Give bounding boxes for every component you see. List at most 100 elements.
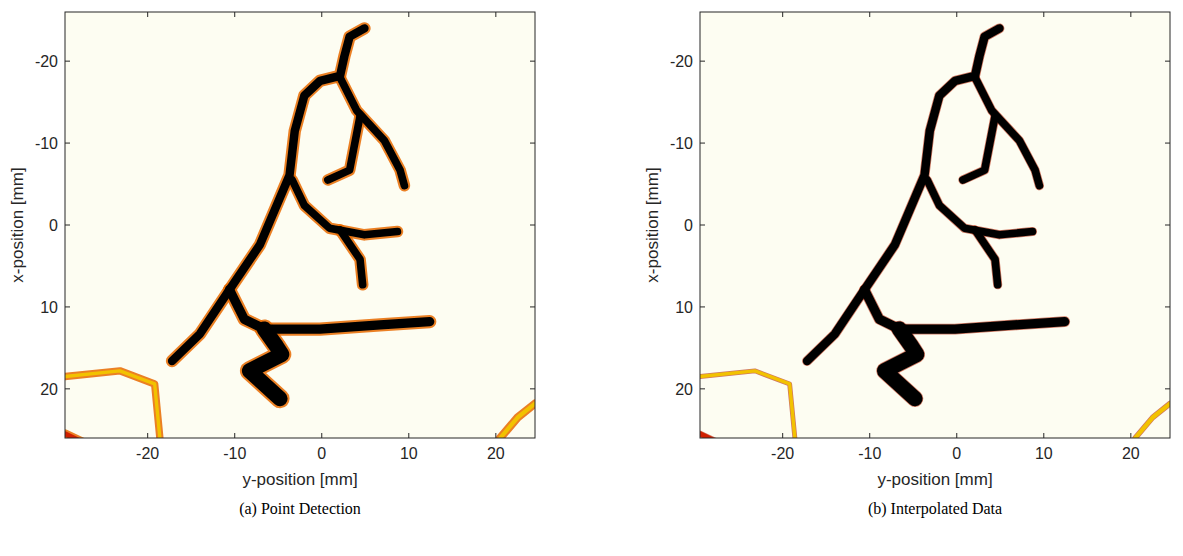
vessel <box>340 230 363 285</box>
x-tick <box>956 12 957 17</box>
y-tick <box>700 306 705 307</box>
x-tick <box>1043 433 1044 438</box>
x-tick <box>495 12 496 17</box>
vessel <box>885 329 917 399</box>
y-tick <box>700 61 705 62</box>
vessel-halo <box>65 434 82 438</box>
vessel <box>927 180 1032 235</box>
vessel-halo <box>700 371 795 438</box>
vessel <box>1135 404 1170 438</box>
y-tick-label: -10 <box>670 135 693 152</box>
x-tick <box>321 433 322 438</box>
panel-caption: (b) Interpolated Data <box>868 500 1002 518</box>
figure: -20 -10 0 10 20 20 10 0 -10 -20 y-position [mm] x-p… <box>0 0 1183 556</box>
vessel-halo <box>328 116 360 180</box>
vessel <box>250 329 282 399</box>
y-tick <box>65 306 70 307</box>
x-tick-label: -10 <box>858 445 881 462</box>
x-tick-label: 20 <box>487 445 505 462</box>
vessel-halo <box>1135 404 1170 438</box>
vessel-halo <box>927 180 1032 235</box>
y-tick <box>65 225 70 226</box>
vessel <box>700 434 717 438</box>
plot-frame <box>65 12 535 438</box>
x-tick <box>408 12 409 17</box>
vessel <box>292 180 397 235</box>
vessel <box>807 28 999 361</box>
y-tick <box>1165 388 1170 389</box>
y-axis-title: x-position [mm] <box>643 167 662 282</box>
y-tick <box>700 143 705 144</box>
y-axis-title: x-position [mm] <box>8 167 27 282</box>
y-tick <box>530 143 535 144</box>
panel-caption: (a) Point Detection <box>239 500 361 518</box>
vessel-halo <box>65 371 160 438</box>
x-tick <box>147 12 148 17</box>
y-tick <box>530 306 535 307</box>
x-tick-label: -10 <box>223 445 246 462</box>
x-tick <box>1130 433 1131 438</box>
image-background <box>65 12 535 438</box>
vessel <box>328 116 360 180</box>
vessel <box>172 28 364 361</box>
x-tick <box>1130 12 1131 17</box>
x-tick-label: -20 <box>136 445 159 462</box>
y-tick-label: 20 <box>40 381 58 398</box>
y-tick <box>530 225 535 226</box>
vessel <box>700 371 795 438</box>
vessel-halo <box>885 329 917 399</box>
y-tick <box>65 61 70 62</box>
x-axis-title: y-position [mm] <box>242 470 357 489</box>
vessel-halo <box>500 404 535 438</box>
vessel-halo <box>700 434 717 438</box>
y-tick-label: -20 <box>35 53 58 70</box>
panel: -20-100102020100-10-20y-position [mm]x-p… <box>8 12 535 518</box>
x-tick <box>869 12 870 17</box>
image-content <box>700 28 1170 438</box>
vessel-halo <box>975 230 998 285</box>
x-tick <box>956 433 957 438</box>
x-tick-label: 10 <box>1035 445 1053 462</box>
vessel-halo <box>292 180 397 235</box>
x-tick-label: 20 <box>1122 445 1140 462</box>
x-tick <box>321 12 322 17</box>
image-content <box>65 28 535 438</box>
vessel <box>65 371 160 438</box>
x-tick <box>147 433 148 438</box>
x-axis-title: y-position [mm] <box>877 470 992 489</box>
y-tick <box>700 388 705 389</box>
vessel <box>975 230 998 285</box>
y-tick-label: 0 <box>684 217 693 234</box>
y-tick <box>530 388 535 389</box>
image-background <box>700 12 1170 438</box>
vessel-halo <box>250 329 282 399</box>
x-tick <box>234 12 235 17</box>
y-tick <box>1165 306 1170 307</box>
y-tick <box>65 143 70 144</box>
vessel-halo <box>963 116 995 180</box>
y-tick-label: 10 <box>40 299 58 316</box>
x-tick <box>782 433 783 438</box>
x-tick <box>782 12 783 17</box>
x-tick <box>495 433 496 438</box>
y-tick <box>530 61 535 62</box>
y-tick <box>1165 61 1170 62</box>
x-tick <box>869 433 870 438</box>
vessel <box>500 404 535 438</box>
y-tick <box>65 388 70 389</box>
x-tick <box>408 433 409 438</box>
y-tick-label: 20 <box>675 381 693 398</box>
y-tick-label: -10 <box>35 135 58 152</box>
vessel <box>963 116 995 180</box>
vessel-halo <box>172 28 364 361</box>
plot-frame <box>700 12 1170 438</box>
x-tick-label: 0 <box>952 445 961 462</box>
x-tick <box>1043 12 1044 17</box>
vessel-halo <box>807 28 999 361</box>
x-tick <box>234 433 235 438</box>
y-tick-label: 0 <box>49 217 58 234</box>
x-tick-label: 0 <box>317 445 326 462</box>
y-tick <box>700 225 705 226</box>
y-tick-label: 10 <box>675 299 693 316</box>
x-tick-label: -20 <box>771 445 794 462</box>
